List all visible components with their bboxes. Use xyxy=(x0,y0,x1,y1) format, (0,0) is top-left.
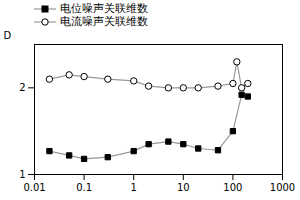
svg-text:2: 2 xyxy=(19,82,25,93)
svg-text:0.01: 0.01 xyxy=(23,182,45,193)
svg-text:1000: 1000 xyxy=(270,182,295,193)
svg-text:10: 10 xyxy=(177,182,190,193)
html-text:电位噪声关联维数: 电位噪声关联维数 xyxy=(60,2,148,15)
svg-text:100: 100 xyxy=(223,182,242,193)
html-text:电流噪声关联维数: 电流噪声关联维数 xyxy=(60,15,148,28)
svg-text:D: D xyxy=(4,30,12,41)
svg-text:0.1: 0.1 xyxy=(76,182,92,193)
svg-text:1: 1 xyxy=(131,182,137,193)
svg-text:1: 1 xyxy=(19,169,25,180)
